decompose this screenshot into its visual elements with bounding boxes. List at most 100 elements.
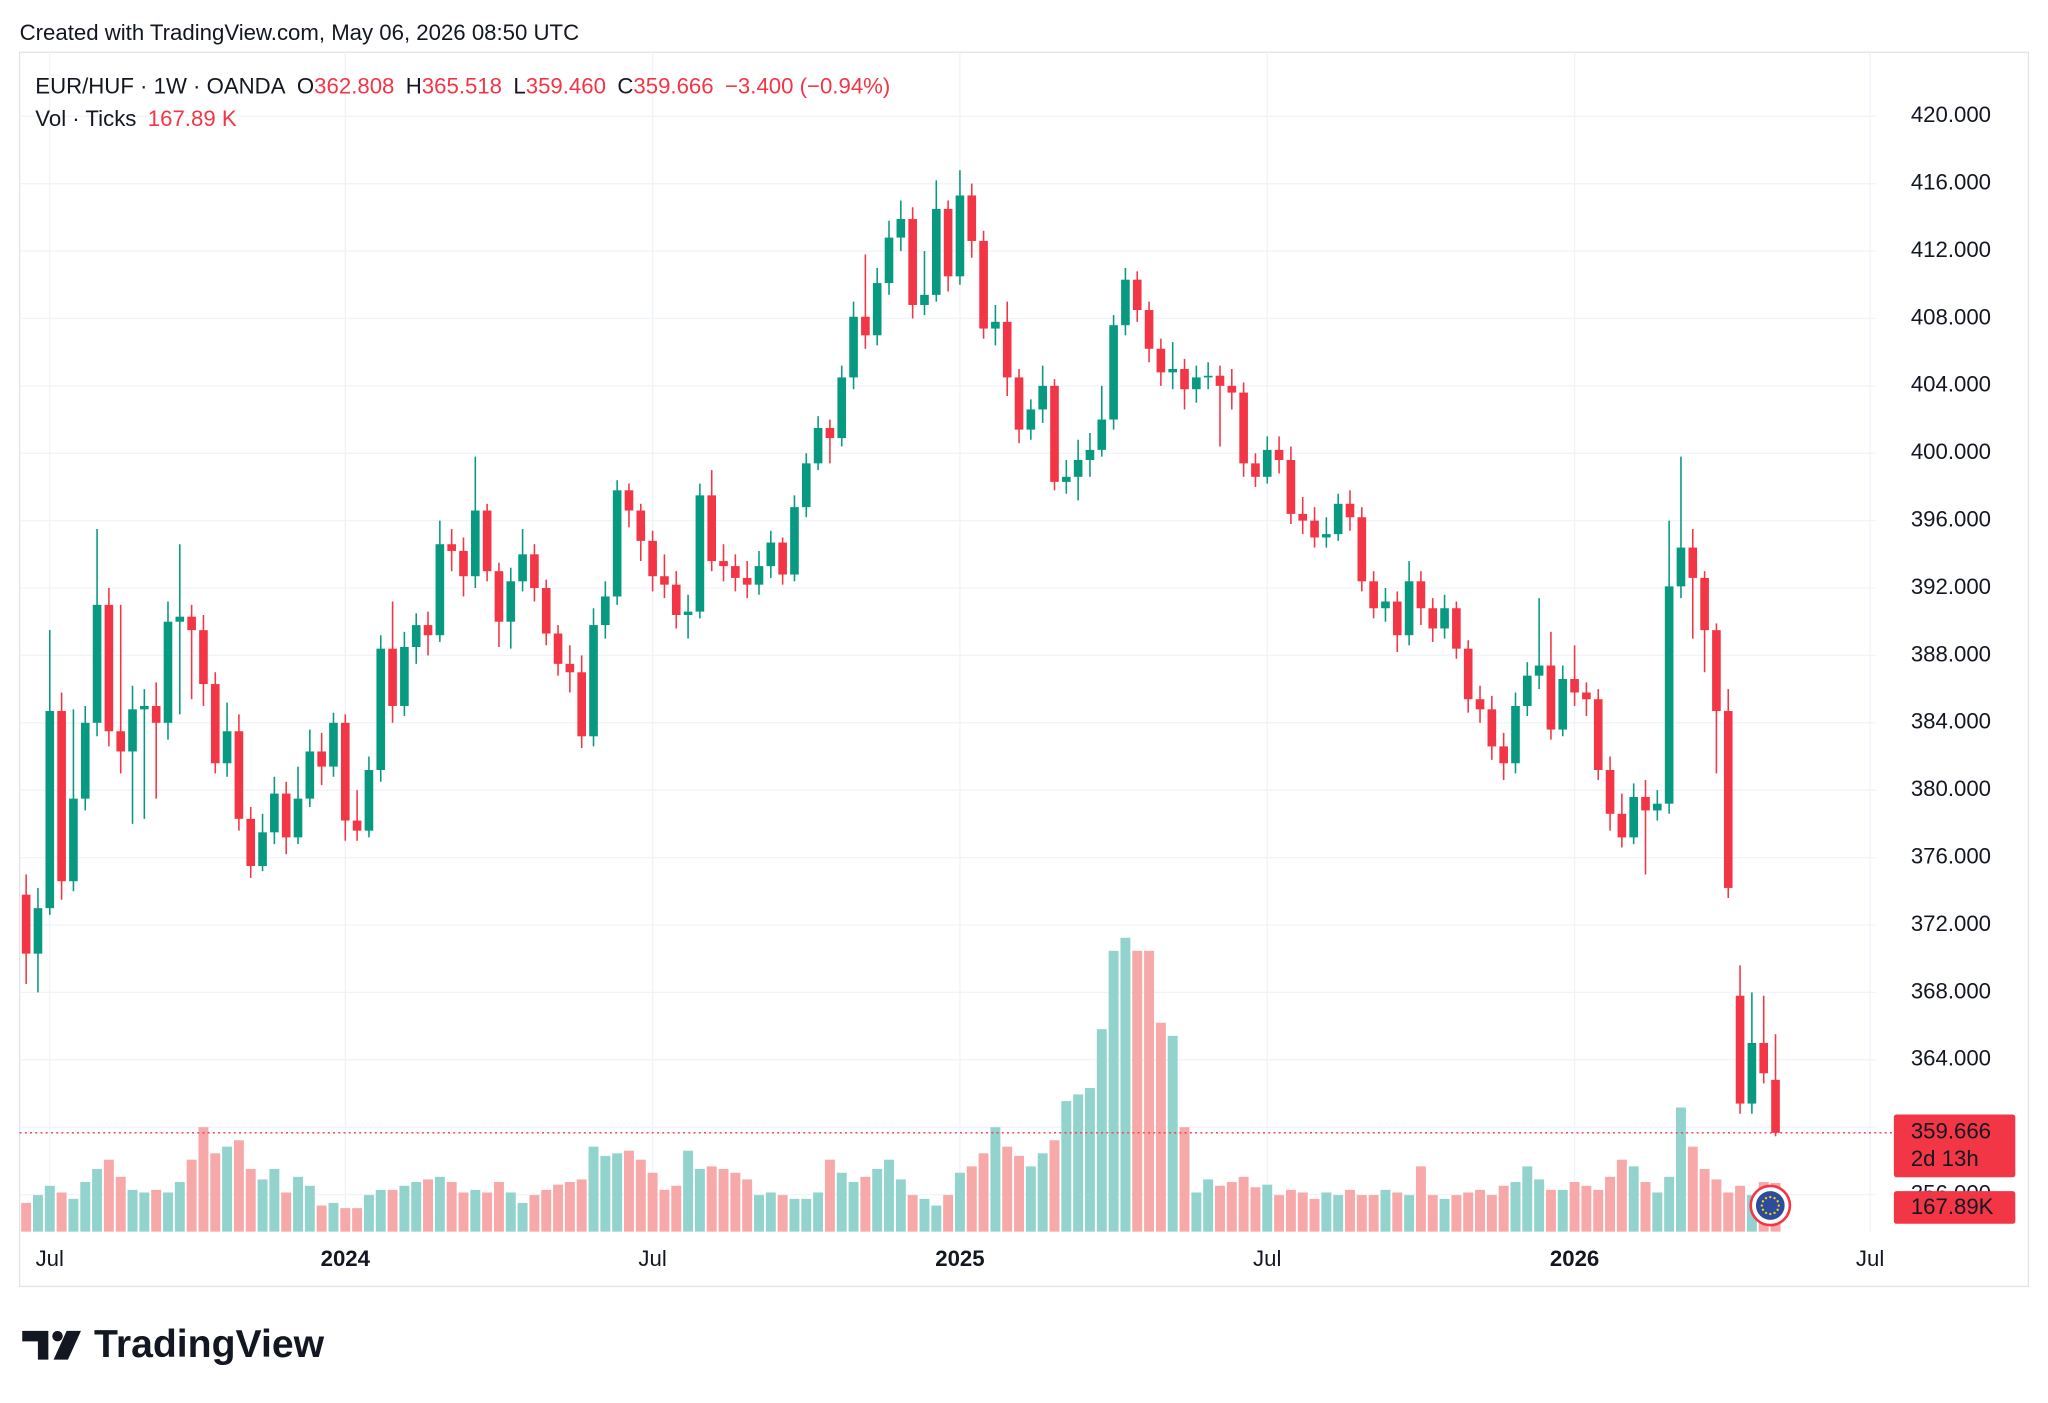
candle-body	[790, 507, 799, 575]
volume-bar	[1392, 1192, 1403, 1232]
candle-body	[1392, 601, 1402, 636]
candle-body	[187, 616, 196, 631]
candle-body	[1487, 709, 1497, 747]
x-tick-label: Jul	[638, 1246, 666, 1271]
candle-body	[1286, 459, 1296, 514]
candle-body	[577, 672, 587, 737]
last-price-label: 359.666	[1911, 1119, 1991, 1144]
candle-body	[683, 611, 693, 615]
volume-bar	[44, 1185, 55, 1232]
candle-body	[1688, 547, 1698, 578]
y-tick-label: 400.000	[1911, 439, 1991, 464]
volume-bar	[671, 1185, 682, 1232]
candle-body	[766, 542, 776, 567]
candle-body	[293, 798, 303, 838]
volume-bar	[1250, 1187, 1261, 1232]
volume-bar	[375, 1189, 386, 1232]
candle-body	[1014, 377, 1024, 430]
candle-body	[1558, 679, 1568, 730]
candle-body	[1109, 325, 1118, 420]
volume-bar	[943, 1195, 954, 1232]
volume-bar	[1345, 1189, 1355, 1232]
candle-body	[471, 510, 480, 577]
volume-bar	[222, 1146, 233, 1232]
candle-body	[1700, 577, 1709, 631]
y-tick-label: 408.000	[1911, 304, 1991, 329]
candle-body	[258, 832, 267, 867]
x-tick-label: 2025	[935, 1246, 984, 1271]
candle-body	[967, 195, 977, 241]
candle-body	[1026, 409, 1036, 430]
volume-bar	[1498, 1185, 1509, 1232]
candle-body	[57, 711, 66, 882]
legend-open: 362.808	[314, 73, 394, 98]
brand-logo: TradingView	[22, 1323, 325, 1366]
candle-body	[33, 908, 43, 954]
volume-bar	[1025, 1166, 1036, 1232]
volume-bar	[1333, 1195, 1344, 1232]
volume-bar	[931, 1205, 942, 1232]
volume-bar	[718, 1168, 729, 1232]
volume-bar	[635, 1159, 646, 1232]
candle-body	[1452, 608, 1461, 649]
candle-body	[1676, 547, 1686, 587]
candle-body	[411, 625, 421, 647]
x-tick-label: Jul	[1253, 1246, 1281, 1271]
candle-body	[742, 577, 752, 585]
volume-bar	[529, 1195, 540, 1232]
candle-body	[1156, 348, 1166, 373]
volume-bar	[824, 1159, 835, 1232]
candle-body	[1262, 449, 1272, 477]
candle-body	[601, 596, 610, 626]
volume-bar	[848, 1182, 859, 1232]
candle-body	[1570, 679, 1579, 693]
volume-bar	[68, 1198, 79, 1232]
flag-star	[1776, 1200, 1779, 1203]
candle-body	[530, 554, 539, 589]
candle-body	[423, 625, 433, 636]
candle-body	[270, 793, 279, 833]
volume-bar	[281, 1192, 292, 1232]
volume-bar	[1061, 1101, 1072, 1232]
volume-bar	[399, 1185, 410, 1232]
volume-bar	[198, 1127, 209, 1232]
candle-body	[494, 571, 504, 622]
candle-body	[731, 566, 740, 578]
volume-bar	[1545, 1189, 1556, 1232]
volume-bar	[706, 1166, 717, 1232]
overlay-layer: 356.000360.000364.000368.000372.000376.0…	[19, 102, 2016, 1271]
candle-body	[1345, 503, 1355, 518]
volume-bar	[470, 1189, 481, 1232]
flag-star	[1764, 1211, 1768, 1215]
candle-body	[1605, 769, 1615, 814]
legend-low-tag: L	[513, 73, 525, 98]
candle-body	[1582, 692, 1591, 700]
candle-body	[801, 463, 811, 508]
volume-bar	[1439, 1198, 1450, 1232]
y-tick-label: 384.000	[1911, 709, 1991, 734]
candle-body	[1511, 705, 1520, 764]
candle-body	[1499, 746, 1508, 764]
volume-bar	[1486, 1195, 1497, 1232]
volume-bar	[1628, 1166, 1639, 1232]
candle-body	[1428, 608, 1438, 629]
volume-bar	[1191, 1192, 1202, 1232]
candle-body	[979, 240, 988, 329]
volume-bar	[978, 1153, 989, 1232]
flag-star	[1761, 1200, 1765, 1203]
candle-body	[861, 316, 870, 336]
volume-bar	[21, 1202, 32, 1232]
volume-bar	[742, 1179, 753, 1232]
volume-bar	[990, 1127, 1001, 1232]
volume-bar	[954, 1172, 965, 1232]
candle-body	[612, 490, 622, 597]
flag-icon	[1755, 1191, 1785, 1220]
candle-body	[376, 648, 386, 770]
volume-bar	[1203, 1179, 1214, 1232]
volume-bar	[1309, 1198, 1320, 1232]
y-tick-label: 372.000	[1911, 911, 1991, 936]
volume-bar	[1356, 1195, 1367, 1232]
y-tick-label: 420.000	[1911, 102, 1991, 127]
volume-layer	[21, 937, 1781, 1232]
volume-bar	[245, 1168, 256, 1232]
